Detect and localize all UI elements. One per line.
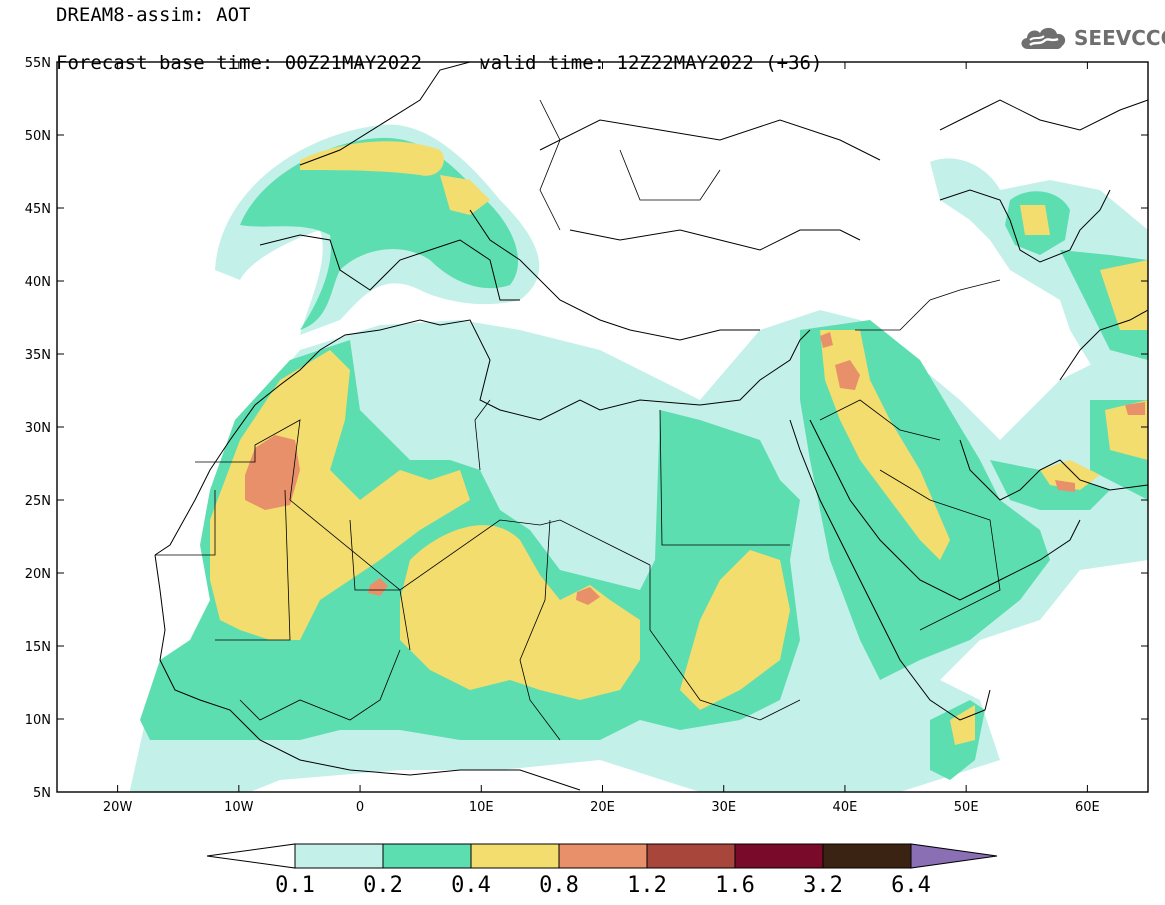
lat-tick-label: 40N: [25, 275, 51, 290]
colorbar-swatch: [294, 843, 384, 869]
colorbar-label: 1.6: [715, 873, 755, 898]
lat-tick-label: 10N: [25, 713, 51, 728]
valid-time-label: valid time: 12Z22MAY2022 (+36): [479, 52, 823, 74]
map-subtitle: Forecast base time: 00Z21MAY2022 valid t…: [56, 30, 822, 74]
lon-tick-label: 60E: [1075, 800, 1100, 815]
coastlines: [154, 62, 1148, 791]
country-borders: [155, 99, 1001, 741]
lat-tick-label: 45N: [25, 202, 51, 217]
map-title: DREAM8-assim: AOT: [56, 4, 251, 26]
colorbar-over-arrow: [910, 843, 998, 869]
lat-axis: 5N 10N 15N 20N 25N 30N 35N 40N 45N 50N 55N: [25, 56, 1148, 801]
lat-tick-label: 50N: [25, 129, 51, 144]
colorbar-label: 0.8: [539, 873, 579, 898]
colorbar-label: 3.2: [803, 873, 843, 898]
lat-tick-label: 35N: [25, 348, 51, 363]
colorbar-label: 1.2: [627, 873, 667, 898]
logo-text: SEEVCCC: [1074, 26, 1165, 50]
colorbar-swatch: [734, 843, 824, 869]
colorbar-under-arrow: [206, 843, 296, 869]
lon-tick-label: 20W: [103, 800, 133, 815]
lat-tick-label: 15N: [25, 640, 51, 655]
seevccc-logo: SEEVCCC: [1018, 22, 1165, 54]
lon-tick-label: 50E: [954, 800, 979, 815]
colorbar-label: 0.1: [275, 873, 315, 898]
colorbar-swatch: [470, 843, 560, 869]
colorbar: 0.1 0.2 0.4 0.8 1.2 1.6 3.2 6.4: [206, 843, 998, 898]
colorbar-swatch: [382, 843, 472, 869]
lon-tick-label: 40E: [833, 800, 858, 815]
lat-tick-label: 25N: [25, 494, 51, 509]
colorbar-label: 6.4: [891, 873, 931, 898]
lon-tick-label: 30E: [711, 800, 736, 815]
lon-tick-label: 20E: [590, 800, 615, 815]
colorbar-label: 0.4: [451, 873, 491, 898]
lon-tick-label: 0: [356, 800, 364, 815]
base-time-label: Forecast base time: 00Z21MAY2022: [56, 52, 423, 74]
colorbar-label: 0.2: [363, 873, 403, 898]
lon-tick-label: 10E: [469, 800, 494, 815]
aot-field: [130, 124, 1148, 792]
colorbar-swatch: [646, 843, 736, 869]
lat-tick-label: 55N: [25, 56, 51, 71]
colorbar-swatch: [822, 843, 912, 869]
cloud-icon: [1021, 27, 1066, 49]
lon-axis: 20W 10W 0 10E 20E 30E 40E 50E 60E: [103, 62, 1100, 815]
lat-tick-label: 20N: [25, 567, 51, 582]
lat-tick-label: 30N: [25, 421, 51, 436]
lon-tick-label: 10W: [224, 800, 254, 815]
colorbar-swatch: [558, 843, 648, 869]
lat-tick-label: 5N: [33, 786, 51, 801]
